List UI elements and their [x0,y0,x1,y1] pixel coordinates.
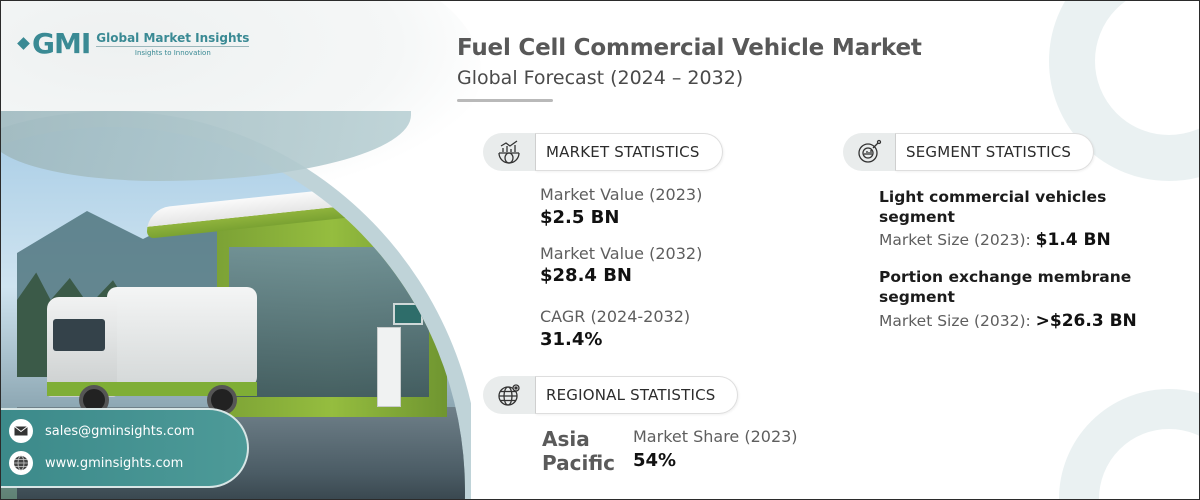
brand-name: Global Market Insights [96,30,250,47]
globe-icon [9,451,33,475]
regional-statistics-header: REGIONAL STATISTICS [483,376,739,414]
gmi-logo[interactable]: GMI Global Market Insights Insights to I… [17,27,250,60]
website-link[interactable]: www.gminsights.com [45,455,184,471]
segment-statistics-header: SEGMENT STATISTICS [843,133,1095,171]
region-name-line2: Pacific [542,451,616,475]
segment-lcv-label: Market Size (2023): [879,231,1036,249]
contact-email[interactable]: sales@gminsights.com [9,416,247,446]
contact-website[interactable]: www.gminsights.com [9,448,247,478]
envelope-icon [9,419,33,443]
segment-statistics-title: SEGMENT STATISTICS [895,133,1095,171]
market-statistics-header: MARKET STATISTICS [483,133,723,171]
segment-lcv-size: Market Size (2023): $1.4 BN [879,230,1111,250]
logo-text: Global Market Insights Insights to Innov… [96,30,250,57]
brand-tagline: Insights to Innovation [134,48,211,57]
segment-pem-size: Market Size (2032): >$26.3 BN [879,311,1137,331]
segment-pem-value: >$26.3 BN [1035,311,1137,331]
page-subtitle: Global Forecast (2024 – 2032) [457,67,744,89]
segment-lcv-value: $1.4 BN [1035,230,1111,250]
truck-windshield [53,319,105,351]
hydrogen-pump [377,327,401,407]
segment-lcv-title: Light commercial vehicles segment [879,188,1107,226]
globe-pin-icon [483,376,535,414]
title-underline [457,99,553,102]
market-value-2023: $2.5 BN [540,207,620,228]
email-link[interactable]: sales@gminsights.com [45,423,195,439]
logo-mark: GMI [17,27,91,60]
logo-letters: GMI [32,27,91,60]
region-name: Asia Pacific [542,427,615,475]
market-value-2032-label: Market Value (2032) [540,244,703,263]
diamond-icon [17,37,30,50]
market-statistics-title: MARKET STATISTICS [535,133,723,171]
regional-statistics-title: REGIONAL STATISTICS [535,376,739,414]
regional-share-value: 54% [633,450,677,471]
segment-pem-label: Market Size (2032): [879,312,1036,330]
cagr-value: 31.4% [540,329,603,350]
truck-trailer [107,287,257,387]
page-title: Fuel Cell Commercial Vehicle Market [457,35,922,61]
contact-panel: sales@gminsights.com www.gminsights.com [1,408,249,488]
market-value-2023-label: Market Value (2023) [540,185,703,204]
pump-screen [393,303,423,325]
market-value-2032: $28.4 BN [540,265,632,286]
chart-globe-icon [483,133,535,171]
target-chart-icon [843,133,895,171]
cagr-label: CAGR (2024-2032) [540,307,691,326]
region-name-line1: Asia [542,427,590,451]
decorative-ring-bottom-right [1059,389,1199,499]
segment-pem-title: Portion exchange membrane segment [879,268,1132,306]
regional-share-label: Market Share (2023) [633,427,798,446]
